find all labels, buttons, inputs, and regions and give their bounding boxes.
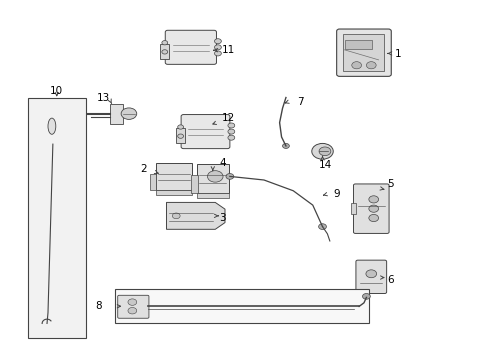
Bar [115, 289, 368, 323]
Circle shape [121, 108, 137, 120]
Bar [350, 203, 356, 214]
Text: 9: 9 [333, 189, 340, 199]
Circle shape [362, 293, 369, 299]
Circle shape [351, 62, 361, 69]
Circle shape [318, 147, 330, 156]
Circle shape [368, 205, 378, 212]
Circle shape [177, 134, 183, 138]
FancyBboxPatch shape [336, 29, 390, 76]
Text: 6: 6 [386, 275, 393, 285]
Text: 3: 3 [219, 213, 225, 222]
Circle shape [128, 307, 137, 314]
Circle shape [214, 51, 221, 56]
Text: 5: 5 [386, 179, 393, 189]
Bar [27, 98, 86, 338]
FancyBboxPatch shape [165, 30, 216, 64]
Text: 14: 14 [318, 160, 331, 170]
Bar [155, 163, 192, 190]
Circle shape [128, 299, 137, 305]
Text: 8: 8 [95, 301, 102, 311]
Bar [160, 44, 169, 59]
Circle shape [214, 39, 221, 44]
Circle shape [368, 196, 378, 203]
Circle shape [318, 224, 326, 229]
FancyBboxPatch shape [355, 260, 386, 293]
Bar [191, 175, 198, 193]
Circle shape [227, 135, 234, 140]
Circle shape [365, 270, 376, 278]
Circle shape [162, 41, 167, 45]
Bar [155, 190, 192, 195]
Text: 13: 13 [96, 93, 109, 103]
Circle shape [368, 215, 378, 222]
Bar [343, 34, 384, 71]
Text: 10: 10 [50, 86, 63, 96]
Circle shape [207, 171, 223, 182]
Text: 7: 7 [296, 97, 303, 107]
FancyBboxPatch shape [353, 184, 388, 233]
Circle shape [172, 213, 180, 219]
Text: 11: 11 [222, 45, 235, 55]
Bar [149, 174, 156, 190]
Bar [110, 104, 122, 123]
FancyBboxPatch shape [181, 114, 229, 149]
Bar [345, 40, 371, 49]
Polygon shape [166, 202, 224, 229]
Circle shape [162, 50, 167, 54]
Bar [197, 164, 228, 193]
Circle shape [282, 143, 289, 148]
Circle shape [177, 125, 183, 129]
Text: 12: 12 [222, 113, 235, 123]
Ellipse shape [48, 118, 56, 134]
Circle shape [366, 62, 375, 69]
Circle shape [214, 45, 221, 50]
Circle shape [227, 129, 234, 134]
Bar [197, 193, 228, 198]
Circle shape [225, 174, 233, 179]
FancyBboxPatch shape [118, 295, 149, 318]
Text: 2: 2 [140, 164, 146, 174]
Text: 4: 4 [219, 158, 225, 168]
Bar [176, 128, 184, 143]
Circle shape [311, 143, 332, 159]
Text: 1: 1 [394, 49, 401, 59]
Circle shape [227, 123, 234, 128]
